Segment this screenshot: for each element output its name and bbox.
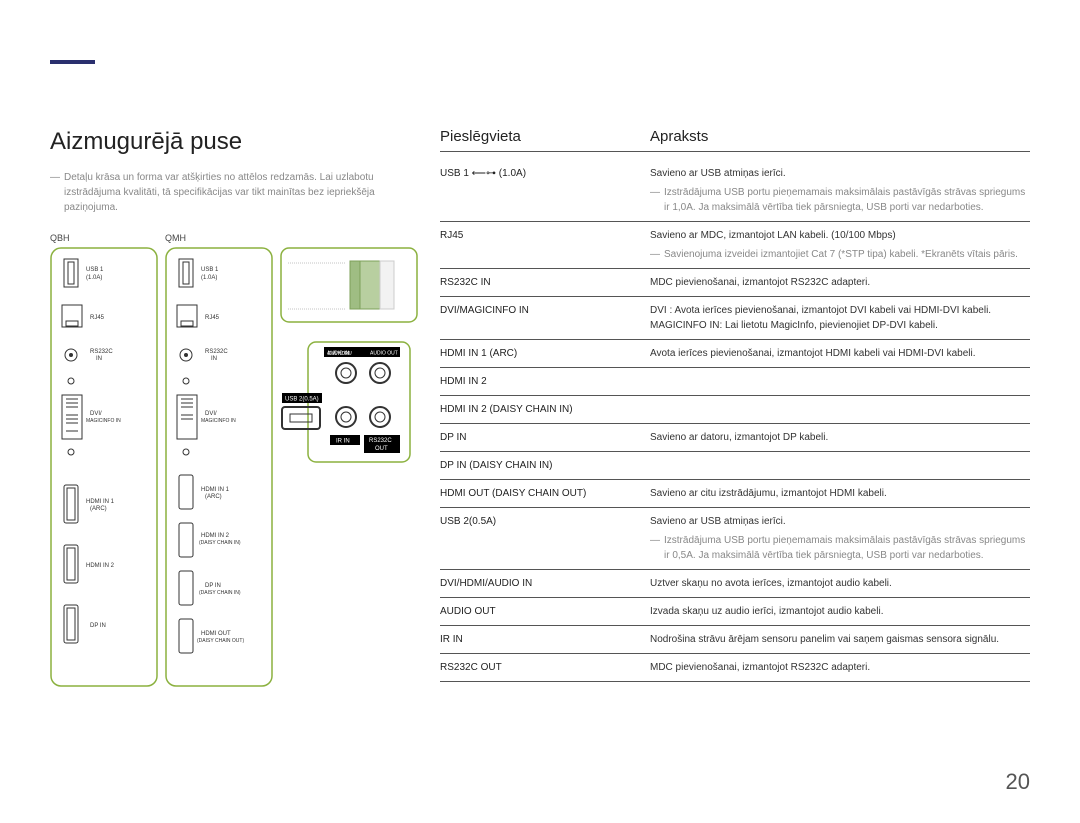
- port-desc: Savieno ar citu izstrādājumu, izmantojot…: [650, 486, 1030, 501]
- table-row: USB 1 ⟵⊶ (1.0A)Savieno ar USB atmiņas ie…: [440, 160, 1030, 222]
- port-name: RJ45: [440, 228, 650, 262]
- svg-text:DP IN: DP IN: [90, 623, 106, 629]
- svg-text:DP IN: DP IN: [205, 583, 221, 589]
- port-name: HDMI IN 2 (DAISY CHAIN IN): [440, 402, 650, 417]
- table-row: DP IN (DAISY CHAIN IN): [440, 452, 1030, 480]
- svg-text:USB 1: USB 1: [86, 267, 104, 273]
- svg-text:RJ45: RJ45: [205, 315, 220, 321]
- svg-text:HDMI IN 2: HDMI IN 2: [201, 533, 230, 539]
- title-note: Detaļu krāsa un forma var atšķirties no …: [50, 170, 420, 215]
- port-name: RS232C OUT: [440, 660, 650, 675]
- port-desc: [650, 402, 1030, 417]
- port-desc: [650, 458, 1030, 473]
- table-row: HDMI IN 2: [440, 368, 1030, 396]
- svg-text:MAGICINFO IN: MAGICINFO IN: [201, 418, 236, 424]
- svg-text:IN: IN: [96, 356, 102, 362]
- table-header-row: Pieslēgvieta Apraksts: [440, 128, 1030, 152]
- table-row: USB 2(0.5A)Savieno ar USB atmiņas ierīci…: [440, 508, 1030, 570]
- side-panels-diagram: DVI/HDMI/ AUDIO IN AUDIO OUT USB 2(0.5A): [280, 247, 420, 527]
- port-desc: Savieno ar USB atmiņas ierīci.Izstrādāju…: [650, 166, 1030, 215]
- svg-text:(DAISY CHAIN IN): (DAISY CHAIN IN): [199, 590, 241, 596]
- svg-text:USB 1: USB 1: [201, 267, 219, 273]
- port-desc: Savieno ar datoru, izmantojot DP kabeli.: [650, 430, 1030, 445]
- port-name: IR IN: [440, 632, 650, 647]
- svg-text:DVI/: DVI/: [205, 411, 217, 417]
- svg-text:IN: IN: [211, 356, 217, 362]
- table-row: HDMI IN 1 (ARC)Avota ierīces pievienošan…: [440, 340, 1030, 368]
- table-row: DVI/MAGICINFO INDVI : Avota ierīces piev…: [440, 297, 1030, 340]
- svg-text:IR IN: IR IN: [336, 439, 350, 445]
- port-name: HDMI IN 1 (ARC): [440, 346, 650, 361]
- port-note: Izstrādājuma USB portu pieņemamais maksi…: [650, 533, 1030, 563]
- port-desc: Savieno ar MDC, izmantojot LAN kabeli. (…: [650, 228, 1030, 262]
- port-desc: Avota ierīces pievienošanai, izmantojot …: [650, 346, 1030, 361]
- svg-text:RS232C: RS232C: [90, 349, 113, 355]
- table-row: DP INSavieno ar datoru, izmantojot DP ka…: [440, 424, 1030, 452]
- port-desc: Uztver skaņu no avota ierīces, izmantojo…: [650, 576, 1030, 591]
- table-row: HDMI IN 2 (DAISY CHAIN IN): [440, 396, 1030, 424]
- table-row: HDMI OUT (DAISY CHAIN OUT)Savieno ar cit…: [440, 480, 1030, 508]
- svg-text:(DAISY CHAIN OUT): (DAISY CHAIN OUT): [197, 638, 244, 644]
- table-row: DVI/HDMI/AUDIO INUztver skaņu no avota i…: [440, 570, 1030, 598]
- svg-text:(ARC): (ARC): [205, 494, 222, 500]
- svg-text:USB 2(0.5A): USB 2(0.5A): [285, 397, 319, 403]
- port-name: USB 2(0.5A): [440, 514, 650, 563]
- port-desc: MDC pievienošanai, izmantojot RS232C ada…: [650, 275, 1030, 290]
- port-note: Savienojuma izveidei izmantojiet Cat 7 (…: [650, 247, 1030, 262]
- port-desc: Nodrošina strāvu ārējam sensoru panelim …: [650, 632, 1030, 647]
- port-desc: [650, 374, 1030, 389]
- port-name: AUDIO OUT: [440, 604, 650, 619]
- svg-text:RS232C: RS232C: [369, 438, 392, 444]
- svg-text:(1.0A): (1.0A): [201, 275, 217, 281]
- port-name: DVI/MAGICINFO IN: [440, 303, 650, 333]
- table-row: RS232C INMDC pievienošanai, izmantojot R…: [440, 269, 1030, 297]
- svg-text:(ARC): (ARC): [90, 506, 107, 512]
- port-desc: Savieno ar USB atmiņas ierīci.Izstrādāju…: [650, 514, 1030, 563]
- svg-text:(1.0A): (1.0A): [86, 275, 102, 281]
- port-desc: Izvada skaņu uz audio ierīci, izmantojot…: [650, 604, 1030, 619]
- port-note: Izstrādājuma USB portu pieņemamais maksi…: [650, 185, 1030, 215]
- page-number: 20: [1006, 769, 1030, 795]
- svg-text:RJ45: RJ45: [90, 315, 105, 321]
- qmh-port-diagram: USB 1 (1.0A) RJ45 RS232C IN: [165, 247, 273, 687]
- rear-diagrams: QBH USB 1 (1.0A) RJ45 RS232C IN: [50, 233, 420, 687]
- svg-text:OUT: OUT: [375, 446, 388, 452]
- port-desc: MDC pievienošanai, izmantojot RS232C ada…: [650, 660, 1030, 675]
- port-name: DVI/HDMI/AUDIO IN: [440, 576, 650, 591]
- svg-text:DVI/: DVI/: [90, 411, 102, 417]
- qbh-port-diagram: USB 1 (1.0A) RJ45 RS232C IN: [50, 247, 158, 687]
- port-name: RS232C IN: [440, 275, 650, 290]
- svg-text:AUDIO IN: AUDIO IN: [327, 351, 350, 357]
- header-desc: Apraksts: [650, 128, 1030, 145]
- port-desc: DVI : Avota ierīces pievienošanai, izman…: [650, 303, 1030, 333]
- port-name: DP IN (DAISY CHAIN IN): [440, 458, 650, 473]
- diag-label-qmh: QMH: [165, 233, 274, 243]
- header-port: Pieslēgvieta: [440, 128, 650, 145]
- svg-text:HDMI OUT: HDMI OUT: [201, 631, 231, 637]
- svg-text:HDMI IN 1: HDMI IN 1: [201, 487, 230, 493]
- page-title: Aizmugurējā puse: [50, 128, 420, 156]
- diag-label-qbh: QBH: [50, 233, 159, 243]
- port-name: HDMI OUT (DAISY CHAIN OUT): [440, 486, 650, 501]
- port-name: DP IN: [440, 430, 650, 445]
- svg-text:HDMI IN 1: HDMI IN 1: [86, 499, 115, 505]
- table-row: RS232C OUTMDC pievienošanai, izmantojot …: [440, 654, 1030, 682]
- port-name: USB 1 ⟵⊶ (1.0A): [440, 166, 650, 215]
- svg-text:RS232C: RS232C: [205, 349, 228, 355]
- table-row: RJ45Savieno ar MDC, izmantojot LAN kabel…: [440, 222, 1030, 269]
- table-row: IR INNodrošina strāvu ārējam sensoru pan…: [440, 626, 1030, 654]
- table-row: AUDIO OUTIzvada skaņu uz audio ierīci, i…: [440, 598, 1030, 626]
- port-name: HDMI IN 2: [440, 374, 650, 389]
- svg-text:HDMI IN 2: HDMI IN 2: [86, 563, 115, 569]
- svg-text:MAGICINFO IN: MAGICINFO IN: [86, 418, 121, 424]
- svg-text:AUDIO OUT: AUDIO OUT: [370, 351, 398, 357]
- svg-text:(DAISY CHAIN IN): (DAISY CHAIN IN): [199, 540, 241, 546]
